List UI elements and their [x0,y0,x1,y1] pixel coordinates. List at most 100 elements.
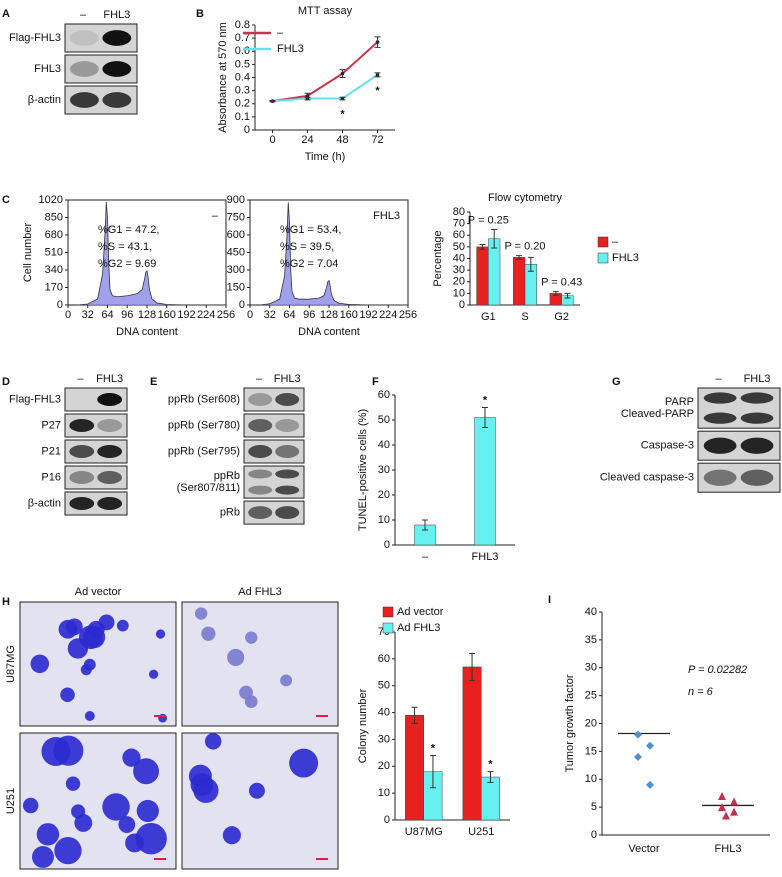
lane-header: – [715,373,722,385]
y-tick-label: 10 [378,514,390,526]
blot-row-label: ppRb (Ser608) [168,393,240,405]
x-tick-label: 64 [283,309,295,321]
micrograph-column-label: Ad vector [75,586,122,598]
colony [74,814,93,832]
blot-row-label: β-actin [28,94,61,106]
error-bar [516,255,523,260]
error-bar [374,36,381,48]
y-tick-label: 0 [384,539,390,551]
y-axis-label: Absorbance at 570 nm [217,22,229,133]
error-bar [564,292,571,299]
y-tick-label: 600 [227,229,245,241]
colony [194,607,208,620]
error-bar [487,771,494,783]
line [272,74,379,103]
error-bar [304,96,311,101]
colony [54,836,82,865]
x-tick-label: 160 [158,309,176,321]
panel-label: G [612,376,621,388]
y-tick-label: 0 [239,299,245,311]
y-axis-label: Colony number [357,688,369,763]
point [722,811,730,820]
legend-label: Ad vector [397,606,444,618]
x-tick-label: FHL3 [472,551,499,563]
y-tick-label: 0.8 [235,19,250,31]
band [69,497,95,510]
colony [155,629,166,639]
significance: * [488,759,493,771]
y-tick-label: 0 [244,124,250,136]
band [275,506,300,520]
x-tick-label: U251 [468,826,494,838]
band [102,61,132,77]
panel-label: E [150,376,157,388]
x-tick-label: 96 [303,309,315,321]
error-bar [374,72,381,78]
y-tick-label: 10 [585,773,597,785]
band [275,393,300,406]
panel-label: F [372,376,379,388]
y-tick-label: 40 [585,606,597,618]
chart-title: MTT assay [298,5,353,17]
colony [71,804,86,819]
x-tick-label: Vector [628,843,660,855]
bar [405,715,425,821]
bar [488,238,501,306]
y-tick-label: 5 [591,801,597,813]
y-tick-label: 900 [227,194,245,206]
band [740,437,774,454]
panel-label: D [2,376,10,388]
y-tick-label: 0 [591,829,597,841]
y-tick-label: 10 [453,287,465,299]
colony [245,631,258,644]
micrograph [181,601,339,727]
colony [135,822,167,855]
bar [481,776,500,821]
blot-row-label: pRb [220,507,240,519]
x-axis-label: DNA content [298,326,360,338]
legend-label: – [277,27,284,39]
x-tick-label: 128 [320,309,338,321]
y-tick-label: 0.6 [235,45,250,57]
colony [118,816,136,833]
colony [204,733,222,750]
point [646,741,654,750]
y-tick-label: 20 [585,717,597,729]
y-tick-label: 0 [459,299,465,311]
colony [201,626,216,641]
y-tick-label: 80 [453,206,465,218]
histogram-area [259,202,408,306]
y-tick-label: 680 [45,229,63,241]
band [102,92,132,108]
blot-row-label: ppRb (Ser795) [168,445,240,457]
legend-label: FHL3 [277,43,304,55]
significance: * [340,108,345,120]
y-tick-label: 25 [585,690,597,702]
y-tick-label: 40 [378,706,390,718]
x-tick-label: 160 [340,309,358,321]
colony [280,674,293,687]
p-value: P = 0.20 [504,241,545,253]
colony [65,776,81,791]
band [248,419,273,432]
panel-label: H [2,596,10,608]
y-axis-label: Percentage [432,230,444,286]
colony [60,687,75,703]
band [97,419,123,432]
y-tick-label: 30 [453,264,465,276]
y-tick-label: 0 [384,814,390,826]
y-tick-label: 50 [378,680,390,692]
y-tick-label: 30 [378,464,390,476]
blot-row-label: Flag-FHL3 [9,393,61,405]
x-tick-label: 256 [217,309,235,321]
blot-row-label: P21 [41,445,61,457]
band [102,30,132,46]
panel-label: I [548,594,551,606]
x-tick-label: 64 [101,309,113,321]
stat-label: %G1 = 47.2, [98,224,159,236]
y-tick-label: 40 [453,252,465,264]
blot-row-label: FHL3 [34,63,61,75]
colony [193,777,219,803]
band [70,61,99,77]
